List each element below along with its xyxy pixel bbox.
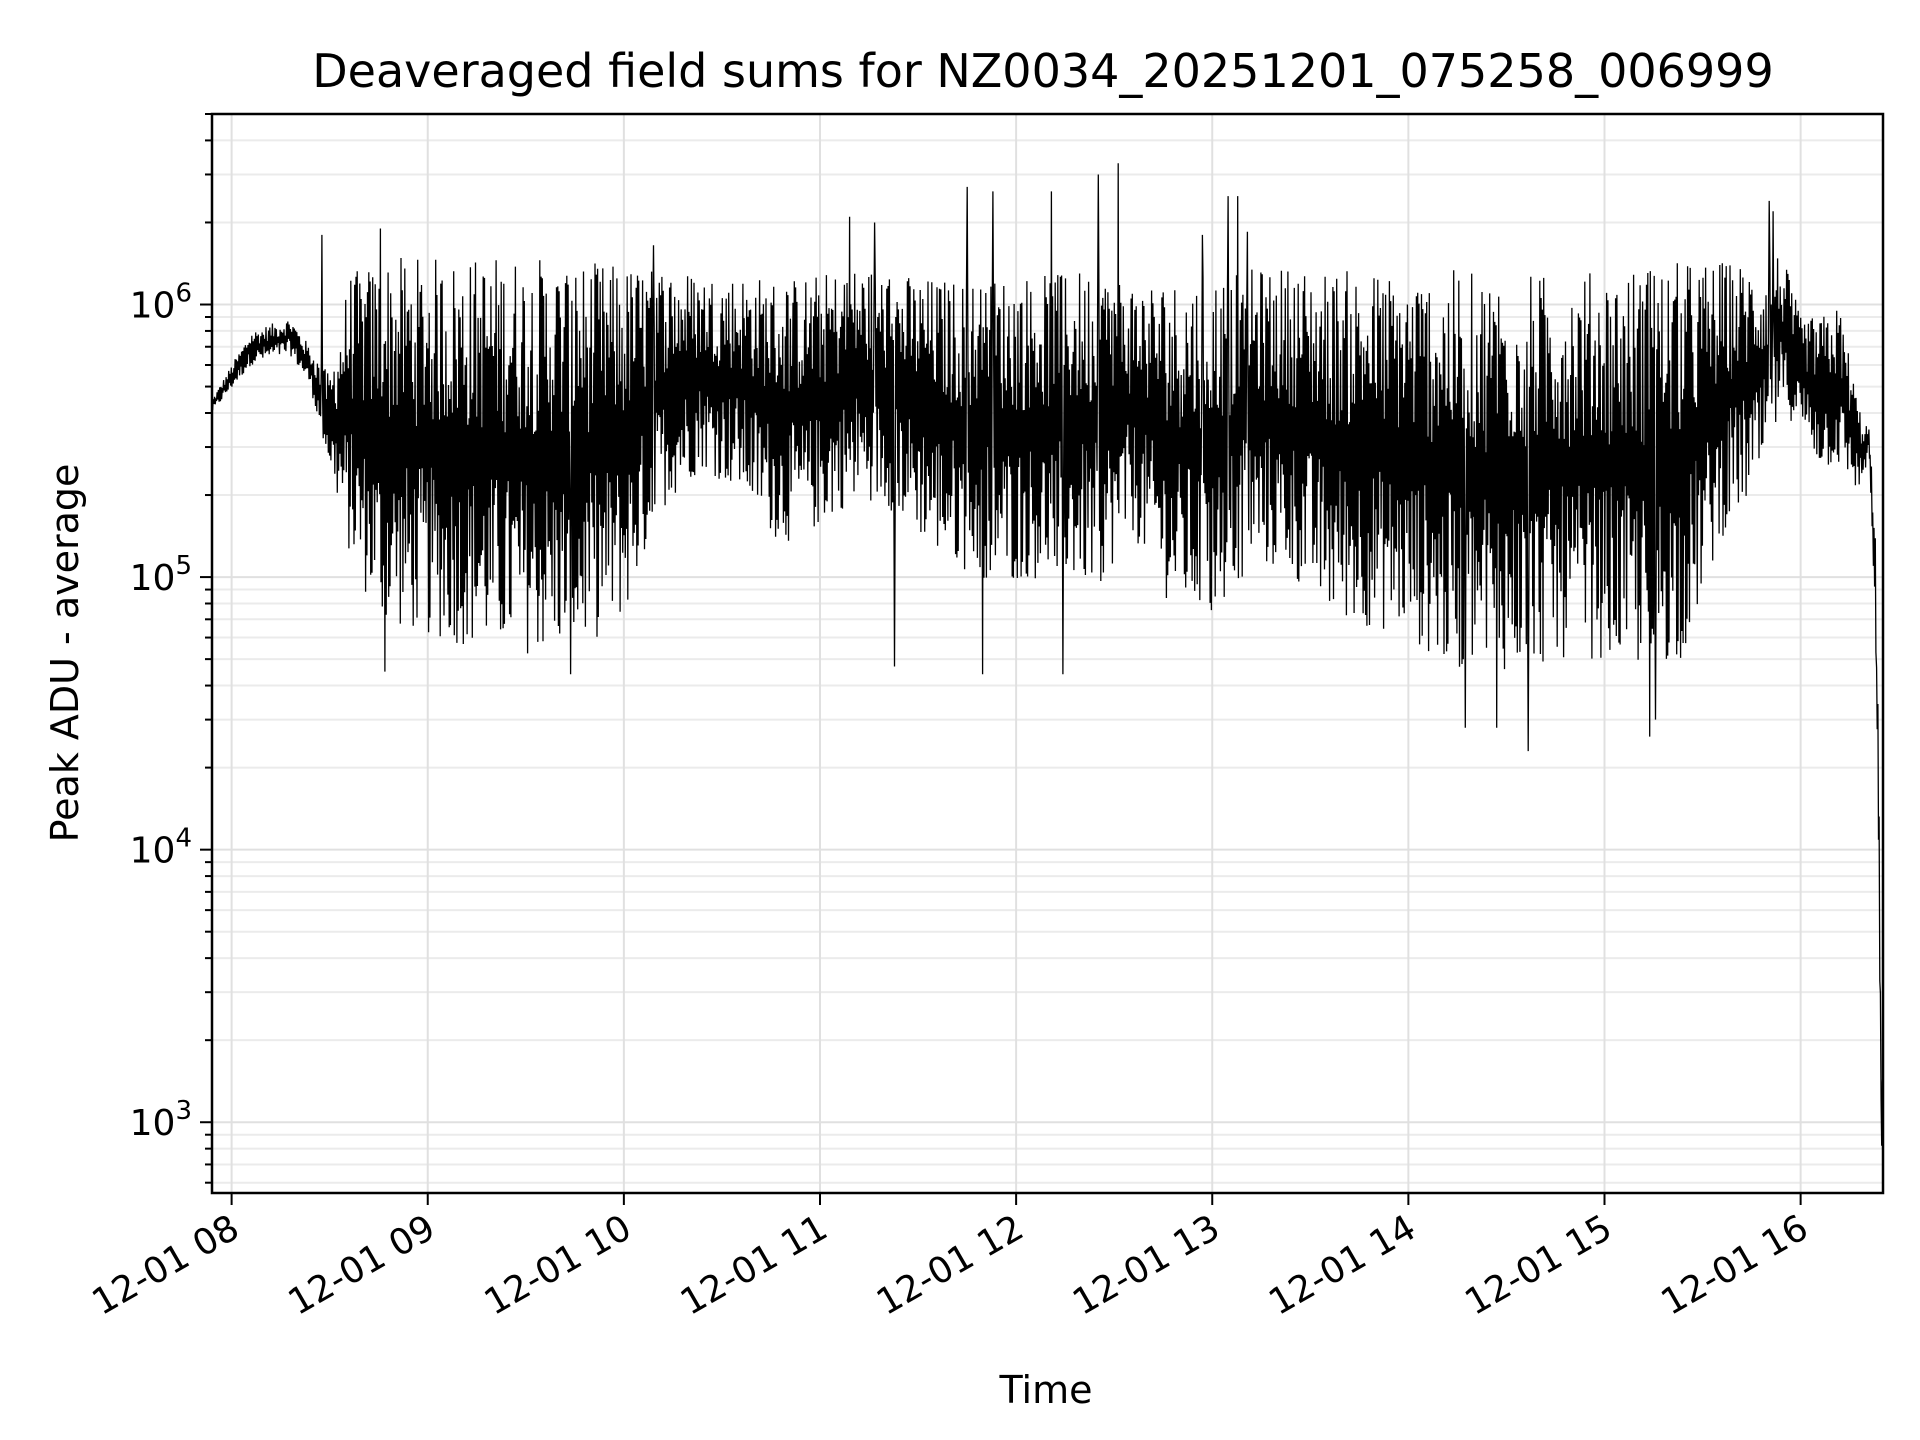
y-tick-label: 104 [130, 824, 192, 872]
y-tick-label: 105 [130, 551, 192, 599]
y-tick-label: 103 [130, 1096, 192, 1144]
x-axis-label: Time [999, 1368, 1093, 1412]
series-line [211, 163, 1884, 1146]
chart-title: Deaveraged field sums for NZ0034_2025120… [312, 44, 1773, 98]
y-axis-label: Peak ADU - average [43, 464, 87, 843]
plot-series [211, 163, 1884, 1146]
plot-frame [210, 112, 1885, 1195]
y-tick-label: 106 [130, 279, 192, 327]
